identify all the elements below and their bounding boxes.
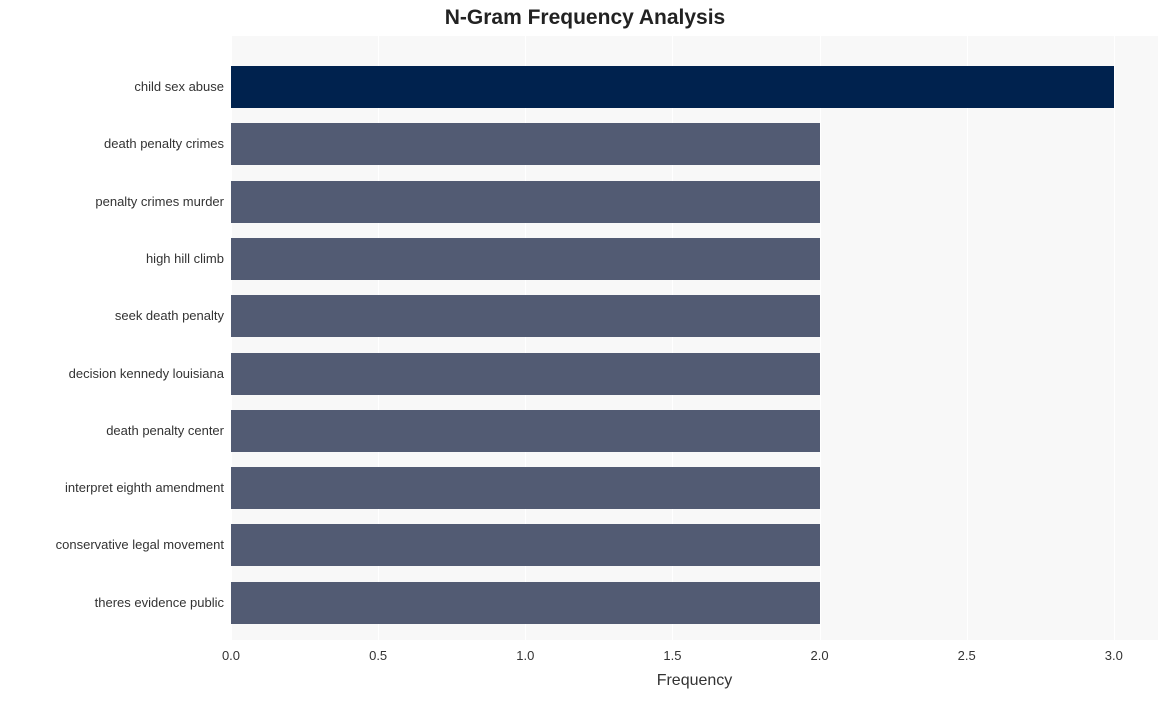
y-tick-label: death penalty center [4, 424, 224, 438]
y-tick-label: theres evidence public [4, 596, 224, 610]
ngram-frequency-chart: N-Gram Frequency Analysis child sex abus… [0, 0, 1170, 701]
y-tick-label: penalty crimes murder [4, 194, 224, 208]
bar [231, 353, 820, 395]
x-tick-label: 3.0 [1094, 648, 1134, 663]
bar [231, 181, 820, 223]
bar [231, 66, 1114, 108]
bar [231, 295, 820, 337]
x-tick-label: 0.0 [211, 648, 251, 663]
grid-line [967, 36, 968, 640]
bar [231, 238, 820, 280]
x-tick-label: 2.5 [947, 648, 987, 663]
y-tick-label: high hill climb [4, 252, 224, 266]
x-tick-label: 1.0 [505, 648, 545, 663]
bar [231, 524, 820, 566]
grid-line [1114, 36, 1115, 640]
y-tick-label: decision kennedy louisiana [4, 366, 224, 380]
y-tick-label: interpret eighth amendment [4, 481, 224, 495]
y-tick-label: death penalty crimes [4, 137, 224, 151]
y-tick-label: child sex abuse [4, 80, 224, 94]
x-tick-label: 2.0 [800, 648, 840, 663]
x-axis-title: Frequency [231, 672, 1158, 690]
bar [231, 123, 820, 165]
y-tick-label: seek death penalty [4, 309, 224, 323]
bar [231, 410, 820, 452]
x-tick-label: 0.5 [358, 648, 398, 663]
x-tick-label: 1.5 [652, 648, 692, 663]
chart-title: N-Gram Frequency Analysis [0, 6, 1170, 32]
y-tick-label: conservative legal movement [4, 538, 224, 552]
bar [231, 582, 820, 624]
grid-line [820, 36, 821, 640]
chart-plot-area [231, 36, 1158, 640]
bar [231, 467, 820, 509]
